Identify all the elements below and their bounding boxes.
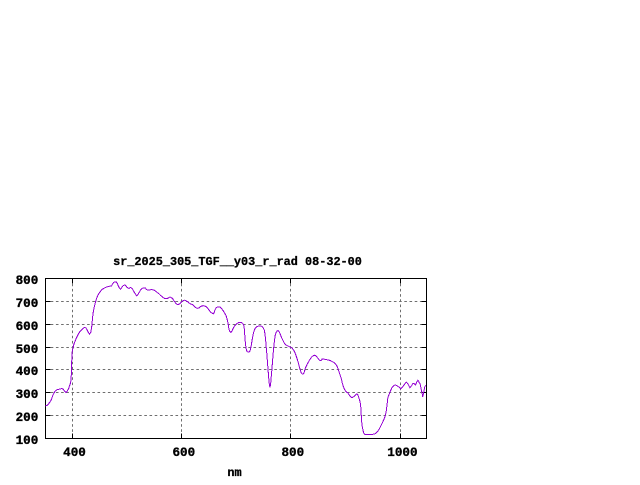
svg-text:nm: nm <box>227 466 241 480</box>
svg-text:1000: 1000 <box>387 446 417 460</box>
svg-text:600: 600 <box>172 446 195 460</box>
svg-text:sr_2025_305_TGF__y03_r_rad 08-: sr_2025_305_TGF__y03_r_rad 08-32-00 <box>113 255 362 269</box>
svg-text:300: 300 <box>16 388 39 402</box>
svg-text:800: 800 <box>281 446 304 460</box>
svg-text:200: 200 <box>16 411 39 425</box>
svg-text:400: 400 <box>16 365 39 379</box>
svg-text:100: 100 <box>16 434 39 448</box>
svg-text:400: 400 <box>63 446 86 460</box>
svg-text:700: 700 <box>16 297 39 311</box>
svg-text:600: 600 <box>16 320 39 334</box>
svg-text:800: 800 <box>16 274 39 288</box>
svg-text:500: 500 <box>16 343 39 357</box>
